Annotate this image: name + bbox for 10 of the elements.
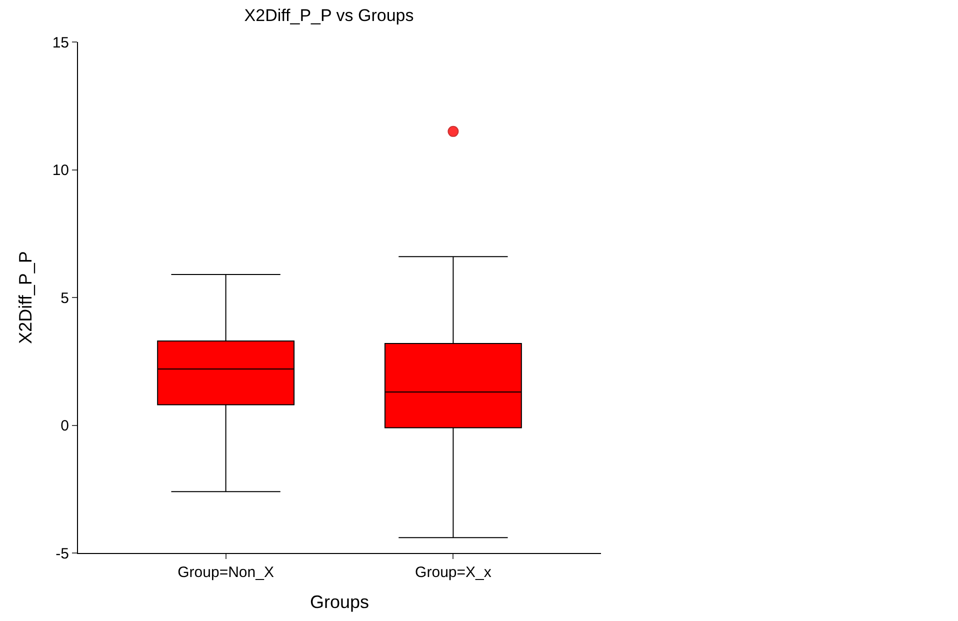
y-tick-label: 10 (52, 162, 69, 179)
y-tick-label: -5 (56, 545, 69, 562)
chart-title: X2Diff_P_P vs Groups (244, 6, 414, 26)
x-tick-label: Group=Non_X (178, 564, 274, 581)
y-tick-label: 0 (60, 418, 69, 434)
y-tick-label: 5 (60, 290, 69, 307)
x-axis-title: Groups (310, 592, 370, 612)
y-axis-title: X2Diff_P_P (16, 251, 36, 344)
y-tick-label: 15 (52, 34, 69, 52)
x-tick-label: Group=X_x (415, 564, 492, 581)
